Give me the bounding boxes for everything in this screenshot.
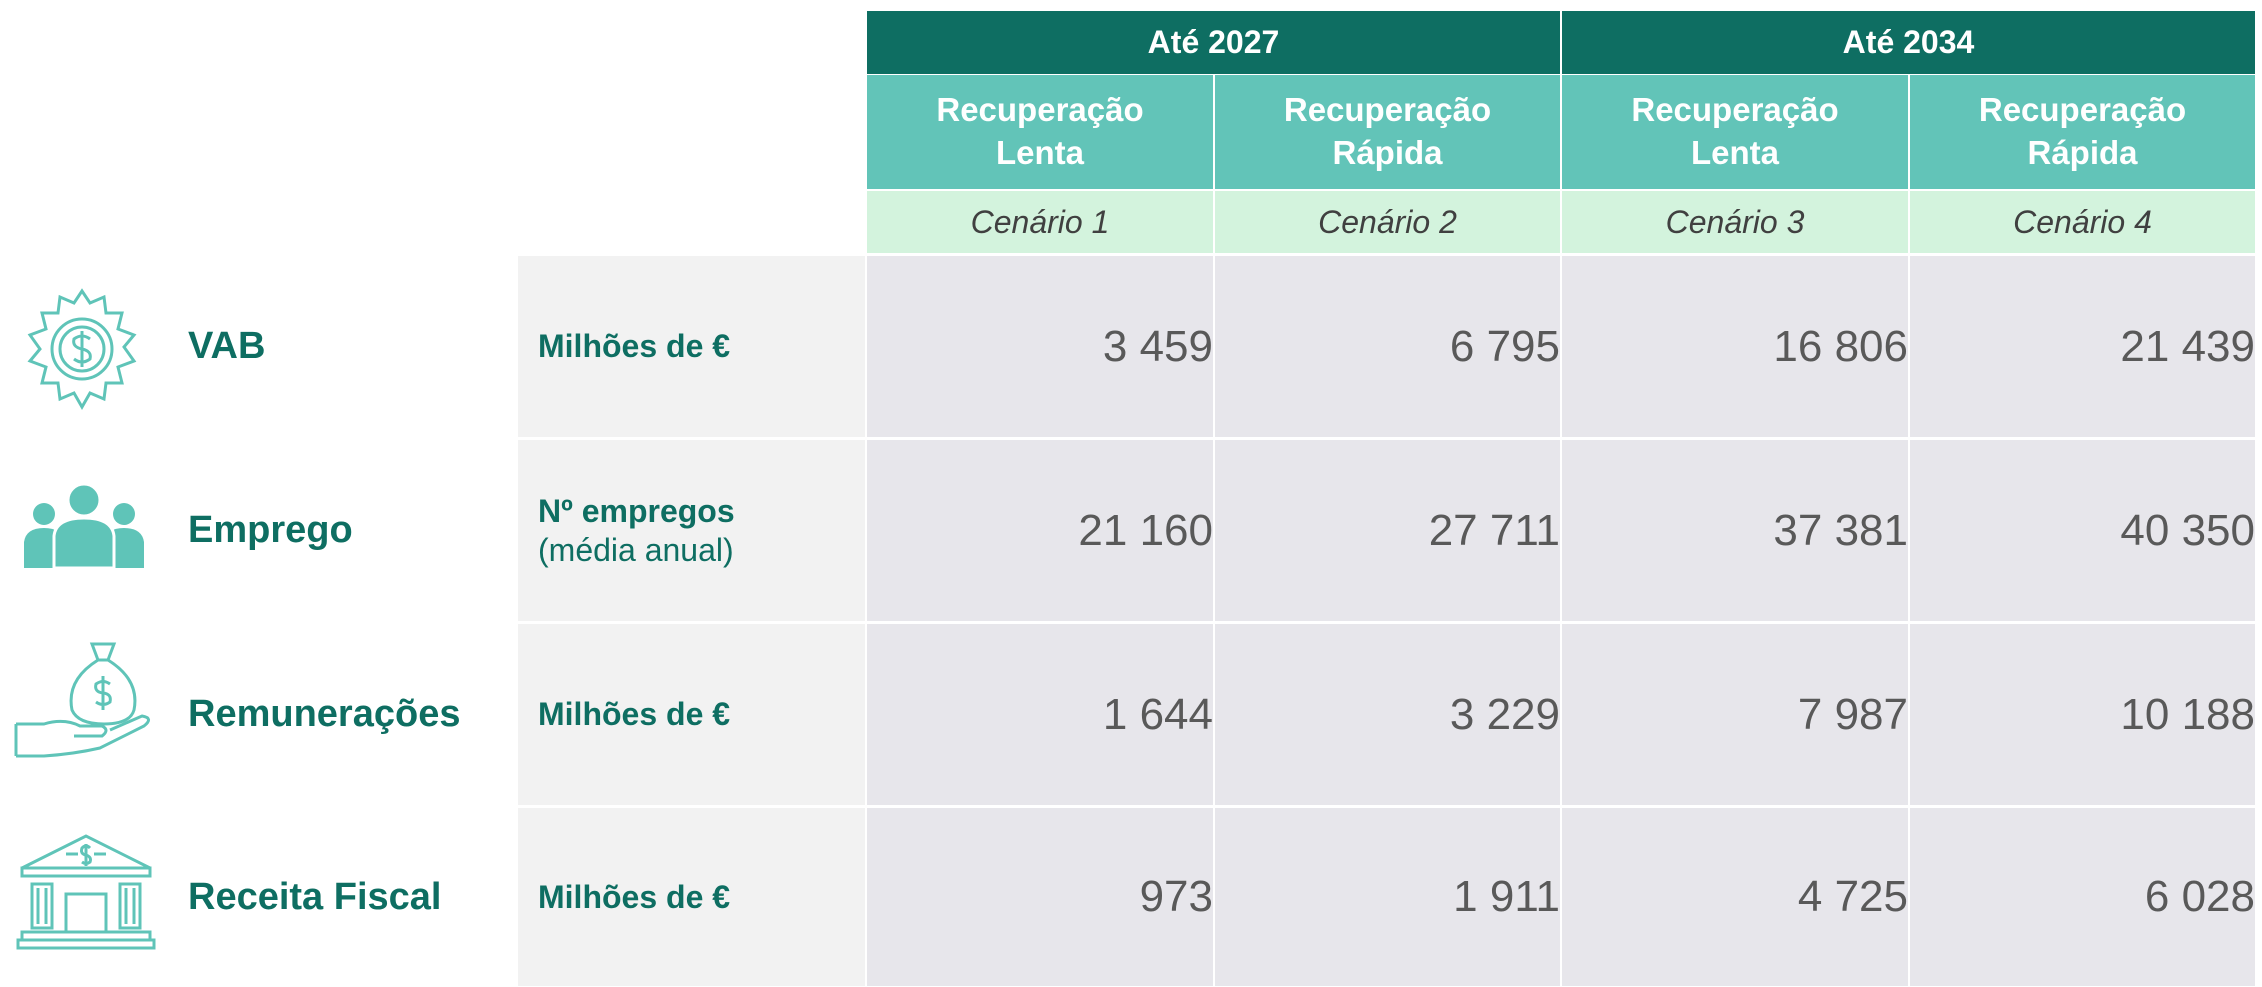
scenario-label: Cenário 4 bbox=[1910, 191, 2255, 253]
unit-cell: Milhões de € bbox=[518, 624, 865, 805]
icon-gear bbox=[27, 288, 137, 411]
unit-cell: Milhões de € bbox=[518, 256, 865, 437]
value-cell: 973 bbox=[867, 808, 1213, 986]
unit-note: (média anual) bbox=[538, 531, 734, 568]
unit: Milhões de € bbox=[538, 878, 731, 915]
scenario-label: Cenário 1 bbox=[867, 191, 1213, 253]
value-cell: 6 028 bbox=[1910, 808, 2255, 986]
scenario-header: Recuperação Rápida bbox=[1910, 75, 2255, 189]
scenario-title: Rápida bbox=[1332, 134, 1443, 171]
unit-cell: Nº empregos (média anual) bbox=[518, 440, 865, 621]
value-cell: 4 725 bbox=[1562, 808, 1908, 986]
scenario-title: Lenta bbox=[1690, 134, 1779, 171]
value-cell: 7 987 bbox=[1562, 624, 1908, 805]
scenario-label: Cenário 2 bbox=[1215, 191, 1560, 253]
icon-hand-money bbox=[14, 642, 150, 758]
value-cell: 16 806 bbox=[1562, 256, 1908, 437]
icon-people bbox=[24, 482, 144, 570]
value-cell: 21 439 bbox=[1910, 256, 2255, 437]
value-cell: 1 644 bbox=[867, 624, 1213, 805]
scenario-title: Recuperação bbox=[1283, 91, 1492, 129]
value-cell: 1 911 bbox=[1215, 808, 1560, 986]
scenario-title: Recuperação bbox=[1978, 91, 2187, 129]
value-cell: 3 229 bbox=[1215, 624, 1560, 805]
row-label: Remunerações bbox=[188, 693, 461, 735]
group-header: Até 2027 bbox=[867, 11, 1560, 74]
row-label: Receita Fiscal bbox=[188, 875, 442, 918]
value-cell: 37 381 bbox=[1562, 440, 1908, 621]
scenario-title: Rápida bbox=[2027, 134, 2138, 171]
scenario-header: Recuperação Lenta bbox=[1562, 75, 1908, 189]
value-cell: 40 350 bbox=[1910, 440, 2255, 621]
scenario-title: Lenta bbox=[995, 134, 1084, 171]
row-label: Emprego bbox=[188, 509, 353, 551]
scenario-header: Recuperação Rápida bbox=[1215, 75, 1560, 189]
group-header: Até 2034 bbox=[1562, 11, 2255, 74]
value-cell: 6 795 bbox=[1215, 256, 1560, 437]
scenario-title: Recuperação bbox=[936, 91, 1144, 129]
unit: Milhões de € bbox=[538, 328, 731, 365]
scenario-header: Recuperação Lenta bbox=[867, 75, 1213, 189]
unit: Milhões de € bbox=[538, 696, 731, 733]
scenario-title: Recuperação bbox=[1631, 91, 1839, 129]
value-cell: 27 711 bbox=[1215, 440, 1560, 621]
value-cell: 21 160 bbox=[867, 440, 1213, 621]
icon-bank bbox=[16, 834, 156, 950]
unit: Nº empregos bbox=[538, 493, 735, 530]
value-cell: 3 459 bbox=[867, 256, 1213, 437]
unit-cell: Milhões de € bbox=[518, 808, 865, 986]
row-label: VAB bbox=[188, 325, 266, 367]
scenario-label: Cenário 3 bbox=[1562, 191, 1908, 253]
value-cell: 10 188 bbox=[1910, 624, 2255, 805]
